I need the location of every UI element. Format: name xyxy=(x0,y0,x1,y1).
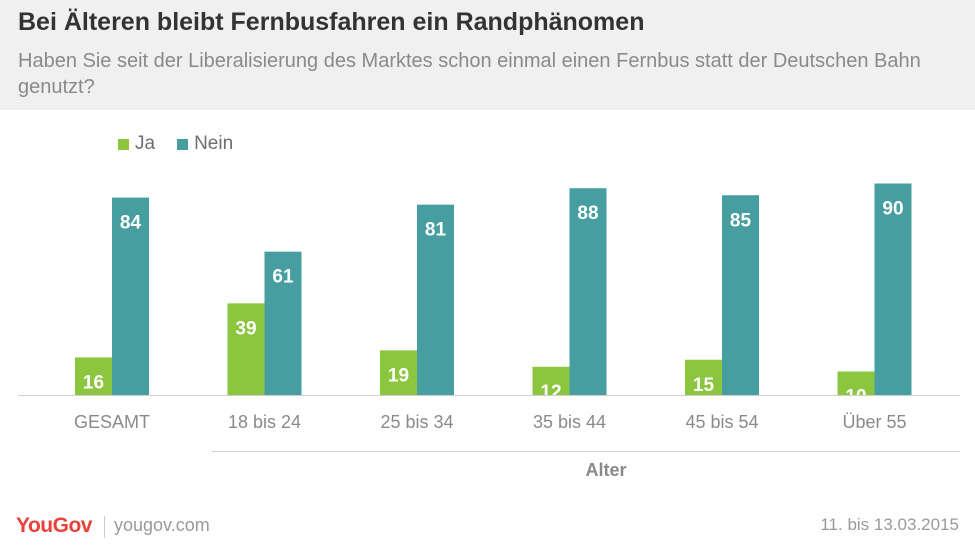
chart-title: Bei Älteren bleibt Fernbusfahren ein Ran… xyxy=(18,8,645,36)
site-link[interactable]: yougov.com xyxy=(114,515,210,535)
data-label-nein-3: 88 xyxy=(577,203,598,224)
bar-ja-2 xyxy=(380,350,417,395)
category-label-4: 45 bis 54 xyxy=(685,412,758,432)
bar-nein-5 xyxy=(874,183,912,395)
bar-ja-5 xyxy=(837,371,875,395)
category-label-5: Über 55 xyxy=(842,412,906,432)
logo-divider xyxy=(104,516,105,538)
yougov-logo: YouGov xyxy=(16,514,92,537)
bar-nein-1 xyxy=(264,251,302,395)
bar-ja-3 xyxy=(532,366,570,395)
bar-ja-1 xyxy=(227,303,265,395)
data-label-nein-0: 84 xyxy=(120,213,142,234)
data-label-ja-2: 19 xyxy=(388,365,409,386)
category-label-0: GESAMT xyxy=(74,412,150,432)
bar-ja-4 xyxy=(685,359,722,395)
bar-nein-3 xyxy=(569,188,607,395)
legend-swatch-nein xyxy=(177,138,189,150)
data-label-ja-1: 39 xyxy=(235,318,256,339)
category-label-2: 25 bis 34 xyxy=(380,412,453,432)
category-label-3: 35 bis 44 xyxy=(533,412,606,432)
data-label-nein-2: 81 xyxy=(425,220,447,241)
data-label-nein-1: 61 xyxy=(272,267,294,288)
survey-date: 11. bis 13.03.2015 xyxy=(820,515,959,534)
bar-nein-2 xyxy=(417,204,454,395)
bar-nein-4 xyxy=(722,195,759,395)
legend-label-ja: Ja xyxy=(135,133,156,154)
data-label-ja-3: 12 xyxy=(540,382,561,403)
data-label-nein-4: 85 xyxy=(730,210,752,231)
footer: YouGov yougov.com 11. bis 13.03.2015 xyxy=(0,510,975,548)
legend-label-nein: Nein xyxy=(194,133,234,154)
legend-item-ja: Ja xyxy=(118,133,155,155)
chart-legend: Ja Nein xyxy=(118,132,233,156)
legend-swatch-ja xyxy=(118,138,129,150)
bar-nein-0 xyxy=(112,197,149,395)
legend-item-nein: Nein xyxy=(177,133,233,155)
category-label-1: 18 bis 24 xyxy=(228,412,301,432)
data-label-nein-5: 90 xyxy=(882,199,903,220)
data-label-ja-5: 10 xyxy=(845,387,866,408)
bar-ja-0 xyxy=(75,357,112,395)
chart-header: Bei Älteren bleibt Fernbusfahren ein Ran… xyxy=(0,0,975,110)
data-label-ja-0: 16 xyxy=(83,372,104,393)
chart-subtitle: Haben Sie seit der Liberalisierung des M… xyxy=(18,50,921,98)
age-group-label: Alter xyxy=(585,460,626,480)
data-label-ja-4: 15 xyxy=(693,375,715,396)
